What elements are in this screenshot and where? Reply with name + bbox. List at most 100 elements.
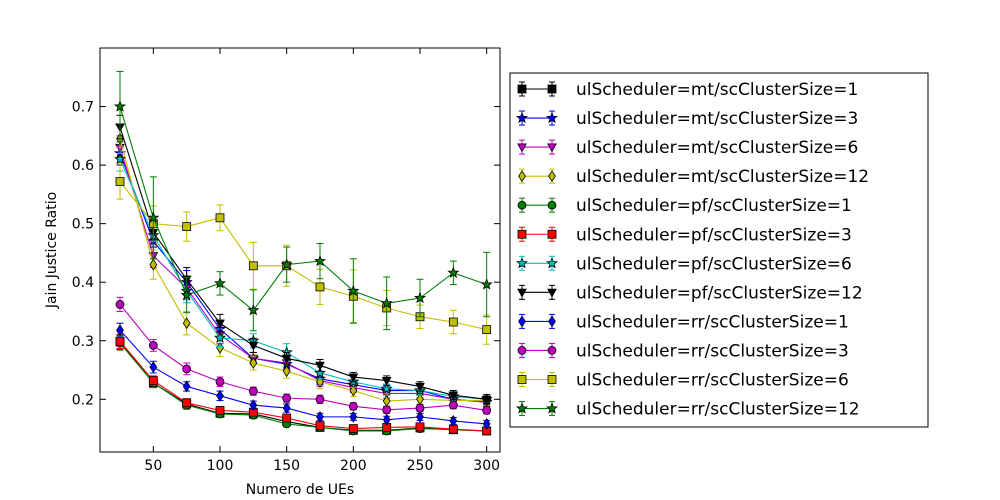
data-point (415, 403, 425, 413)
x-tick-label: 50 (144, 458, 162, 474)
data-point (482, 417, 491, 430)
legend-marker (545, 402, 559, 414)
legend-entry-5: ulScheduler=pf/scClusterSize=3 (517, 225, 852, 245)
data-point (216, 389, 224, 402)
legend-entry-10: ulScheduler=rr/scClusterSize=6 (517, 371, 849, 391)
x-tick-label: 200 (340, 458, 367, 474)
series-11 (113, 70, 493, 332)
data-point (482, 325, 492, 335)
series-10 (115, 163, 492, 345)
legend-label: ulScheduler=pf/scClusterSize=3 (576, 225, 852, 245)
data-point (115, 177, 125, 186)
legend-entry-4: ulScheduler=pf/scClusterSize=1 (517, 196, 852, 216)
data-point (281, 354, 292, 364)
legend-entry-1: ulScheduler=mt/scClusterSize=3 (515, 109, 858, 129)
data-point (149, 258, 158, 271)
data-point (213, 277, 227, 289)
data-point (315, 361, 325, 371)
data-point (448, 400, 458, 410)
data-point (148, 376, 158, 385)
data-point (115, 336, 125, 346)
data-point (216, 341, 224, 354)
data-point (215, 406, 225, 415)
legend-marker (545, 111, 559, 124)
data-point (147, 211, 160, 223)
data-point (480, 278, 493, 290)
data-point (348, 373, 359, 383)
legend-marker (545, 256, 559, 269)
series-line (119, 329, 487, 425)
legend-label: ulScheduler=rr/scClusterSize=1 (576, 312, 849, 332)
data-point (380, 382, 393, 394)
data-point (113, 152, 127, 165)
data-point (481, 395, 492, 405)
legend-entry-6: ulScheduler=pf/scClusterSize=6 (515, 254, 852, 274)
data-point (182, 380, 191, 393)
series-line (119, 147, 487, 403)
series-4 (115, 335, 492, 436)
data-point (182, 364, 192, 374)
plot-area (113, 70, 493, 436)
data-point (348, 401, 358, 411)
legend-entry-2: ulScheduler=mt/scClusterSize=6 (517, 138, 858, 158)
x-tick-label: 100 (207, 458, 234, 474)
data-point (447, 266, 460, 278)
legend-marker (547, 375, 557, 384)
legend-entry-11: ulScheduler=rr/scClusterSize=12 (515, 400, 860, 420)
legend-label: ulScheduler=mt/scClusterSize=12 (576, 167, 869, 187)
legend-label: ulScheduler=pf/scClusterSize=6 (576, 254, 852, 274)
legend-marker (547, 346, 557, 355)
data-point (282, 402, 291, 415)
legend-entry-0: ulScheduler=mt/scClusterSize=1 (517, 80, 858, 100)
series-line (119, 106, 487, 312)
data-point (148, 341, 158, 350)
data-point (115, 300, 125, 309)
data-point (149, 361, 158, 374)
data-point (249, 357, 258, 369)
series-line (119, 153, 487, 403)
data-point (349, 410, 358, 423)
y-tick-label: 0.5 (72, 217, 94, 233)
legend-marker (547, 229, 557, 239)
legend-label: ulScheduler=pf/scClusterSize=12 (576, 283, 863, 303)
series-line (119, 126, 487, 400)
data-point (182, 317, 191, 330)
series-line (119, 138, 487, 402)
y-tick-label: 0.3 (72, 334, 94, 350)
data-point (248, 386, 258, 396)
legend-marker (548, 170, 556, 183)
data-point (380, 296, 393, 309)
y-axis-label: Jain Justice Ratio (44, 192, 60, 309)
data-point (182, 398, 192, 408)
legend-entry-7: ulScheduler=pf/scClusterSize=12 (517, 283, 863, 303)
data-point (313, 254, 327, 267)
series-line (119, 304, 487, 411)
y-tick-label: 0.4 (72, 275, 94, 291)
series-8 (116, 322, 491, 430)
legend-label: ulScheduler=pf/scClusterSize=1 (576, 196, 852, 216)
x-tick-label: 250 (407, 458, 434, 474)
series-line (119, 159, 487, 400)
data-point (113, 100, 127, 112)
legend-marker (547, 200, 557, 210)
legend-label: ulScheduler=rr/scClusterSize=3 (576, 341, 849, 361)
y-tick-label: 0.6 (72, 158, 94, 174)
y-tick-label: 0.7 (72, 100, 94, 116)
data-point (347, 284, 360, 297)
legend-label: ulScheduler=rr/scClusterSize=12 (576, 400, 860, 420)
series-0 (115, 334, 492, 436)
legend-marker (517, 375, 527, 384)
data-point (180, 288, 193, 301)
plot-frame (99, 47, 501, 453)
data-point (316, 375, 324, 388)
data-point (215, 213, 225, 223)
legend-box (509, 72, 929, 428)
data-point (282, 393, 292, 403)
data-point (315, 282, 325, 292)
data-point (482, 406, 492, 415)
series-line (119, 342, 487, 432)
legend-marker (517, 346, 527, 355)
data-point (280, 258, 293, 270)
data-point (248, 341, 259, 351)
